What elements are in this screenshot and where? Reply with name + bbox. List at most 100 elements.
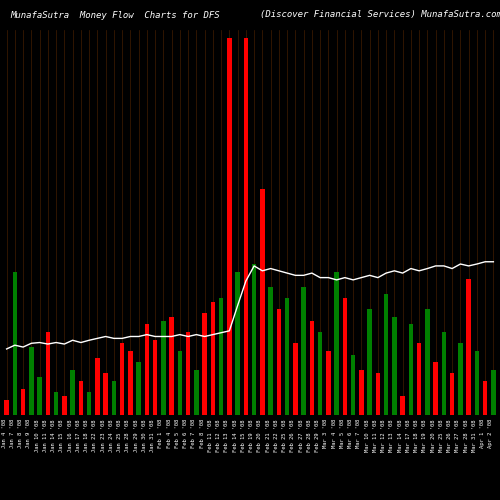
Bar: [170, 317, 174, 415]
Bar: [474, 351, 479, 415]
Text: Jan 31 '08: Jan 31 '08: [150, 419, 155, 452]
Bar: [4, 400, 9, 415]
Bar: [227, 38, 232, 415]
Text: MunafaSutra  Money Flow  Charts for DFS: MunafaSutra Money Flow Charts for DFS: [10, 10, 220, 20]
Bar: [359, 370, 364, 415]
Text: Feb 1 '08: Feb 1 '08: [158, 419, 164, 448]
Text: Jan 11 '08: Jan 11 '08: [43, 419, 48, 452]
Text: Jan 14 '08: Jan 14 '08: [51, 419, 56, 452]
Text: Jan 25 '08: Jan 25 '08: [117, 419, 122, 452]
Text: Jan 15 '08: Jan 15 '08: [60, 419, 64, 452]
Bar: [219, 298, 224, 415]
Bar: [285, 298, 290, 415]
Text: Mar 17 '08: Mar 17 '08: [406, 419, 411, 452]
Text: Feb 5 '08: Feb 5 '08: [175, 419, 180, 448]
Text: Jan 23 '08: Jan 23 '08: [100, 419, 105, 452]
Text: (Discover Financial Services) MunafaSutra.com: (Discover Financial Services) MunafaSutr…: [260, 10, 500, 20]
Bar: [302, 286, 306, 415]
Text: Feb 21 '08: Feb 21 '08: [266, 419, 270, 452]
Text: Jan 7 '08: Jan 7 '08: [10, 419, 15, 448]
Bar: [112, 381, 116, 415]
Text: Jan 17 '08: Jan 17 '08: [76, 419, 81, 452]
Text: Jan 18 '08: Jan 18 '08: [84, 419, 89, 452]
Bar: [161, 320, 166, 415]
Text: Feb 25 '08: Feb 25 '08: [282, 419, 287, 452]
Text: Mar 31 '08: Mar 31 '08: [472, 419, 477, 452]
Text: Feb 20 '08: Feb 20 '08: [258, 419, 262, 452]
Bar: [342, 298, 347, 415]
Bar: [38, 378, 42, 415]
Bar: [376, 374, 380, 415]
Text: Jan 24 '08: Jan 24 '08: [109, 419, 114, 452]
Bar: [450, 374, 454, 415]
Text: Mar 3 '08: Mar 3 '08: [324, 419, 328, 448]
Text: Feb 22 '08: Feb 22 '08: [274, 419, 279, 452]
Bar: [434, 362, 438, 415]
Text: Feb 6 '08: Feb 6 '08: [183, 419, 188, 448]
Bar: [368, 310, 372, 415]
Text: Jan 10 '08: Jan 10 '08: [34, 419, 40, 452]
Text: Feb 7 '08: Feb 7 '08: [192, 419, 196, 448]
Bar: [252, 264, 256, 415]
Text: Jan 28 '08: Jan 28 '08: [126, 419, 130, 452]
Text: Mar 27 '08: Mar 27 '08: [456, 419, 460, 452]
Bar: [384, 294, 388, 415]
Bar: [70, 370, 75, 415]
Text: Mar 28 '08: Mar 28 '08: [464, 419, 468, 452]
Bar: [392, 317, 396, 415]
Bar: [144, 324, 149, 415]
Text: Jan 29 '08: Jan 29 '08: [134, 419, 138, 452]
Text: Feb 12 '08: Feb 12 '08: [216, 419, 221, 452]
Bar: [29, 347, 34, 415]
Text: Mar 7 '08: Mar 7 '08: [356, 419, 362, 448]
Text: Mar 19 '08: Mar 19 '08: [422, 419, 428, 452]
Bar: [458, 344, 462, 415]
Text: Jan 22 '08: Jan 22 '08: [92, 419, 98, 452]
Bar: [326, 351, 330, 415]
Bar: [95, 358, 100, 415]
Bar: [194, 370, 198, 415]
Bar: [21, 388, 25, 415]
Bar: [400, 396, 405, 415]
Text: Jan 30 '08: Jan 30 '08: [142, 419, 147, 452]
Bar: [417, 344, 422, 415]
Bar: [120, 344, 124, 415]
Bar: [136, 362, 141, 415]
Text: Feb 28 '08: Feb 28 '08: [307, 419, 312, 452]
Bar: [442, 332, 446, 415]
Bar: [153, 340, 158, 415]
Bar: [425, 310, 430, 415]
Bar: [260, 188, 264, 415]
Bar: [186, 332, 190, 415]
Text: Jan 4 '08: Jan 4 '08: [2, 419, 6, 448]
Bar: [408, 324, 413, 415]
Bar: [178, 351, 182, 415]
Bar: [318, 332, 322, 415]
Bar: [276, 310, 281, 415]
Bar: [491, 370, 496, 415]
Bar: [128, 351, 132, 415]
Bar: [268, 286, 273, 415]
Text: Feb 27 '08: Feb 27 '08: [298, 419, 304, 452]
Text: Jan 8 '08: Jan 8 '08: [18, 419, 23, 448]
Bar: [351, 354, 356, 415]
Text: Feb 8 '08: Feb 8 '08: [200, 419, 204, 448]
Text: Feb 19 '08: Feb 19 '08: [249, 419, 254, 452]
Bar: [483, 381, 488, 415]
Text: Mar 5 '08: Mar 5 '08: [340, 419, 345, 448]
Text: Mar 12 '08: Mar 12 '08: [381, 419, 386, 452]
Bar: [62, 396, 66, 415]
Bar: [236, 272, 240, 415]
Text: Jan 16 '08: Jan 16 '08: [68, 419, 72, 452]
Text: Mar 4 '08: Mar 4 '08: [332, 419, 336, 448]
Bar: [54, 392, 58, 415]
Text: Apr 2 '08: Apr 2 '08: [488, 419, 494, 448]
Text: Mar 10 '08: Mar 10 '08: [364, 419, 370, 452]
Text: Mar 11 '08: Mar 11 '08: [373, 419, 378, 452]
Text: Mar 25 '08: Mar 25 '08: [439, 419, 444, 452]
Text: Mar 14 '08: Mar 14 '08: [398, 419, 402, 452]
Text: Jan 9 '08: Jan 9 '08: [26, 419, 32, 448]
Bar: [12, 272, 17, 415]
Text: Mar 20 '08: Mar 20 '08: [430, 419, 436, 452]
Bar: [293, 344, 298, 415]
